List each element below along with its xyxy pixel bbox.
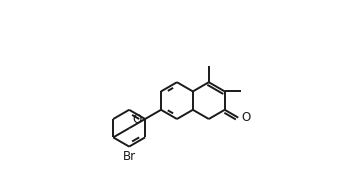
Text: O: O xyxy=(132,112,141,125)
Text: Br: Br xyxy=(123,150,136,163)
Text: O: O xyxy=(242,111,251,124)
